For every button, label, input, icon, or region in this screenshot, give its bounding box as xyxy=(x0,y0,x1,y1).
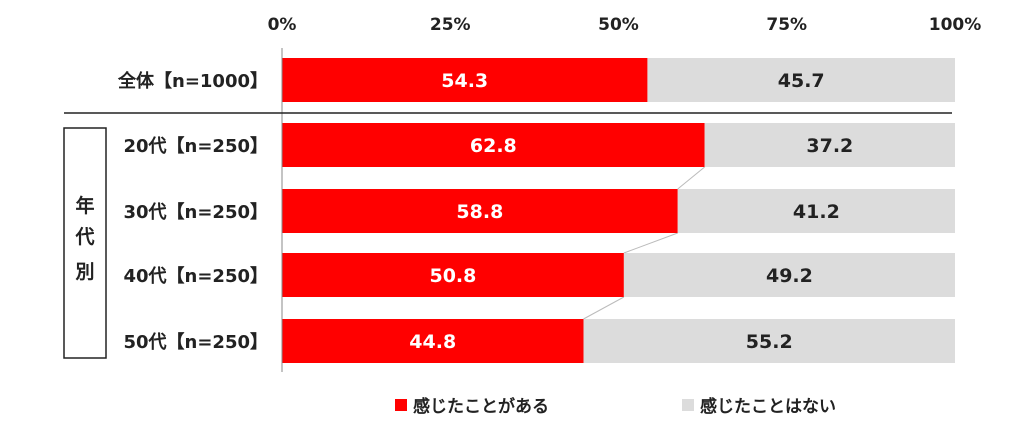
x-axis-ticks: 0% 25% 50% 75% 100% xyxy=(268,15,982,35)
bar-connector-lines xyxy=(583,166,705,320)
category-label: 20代【n=250】 xyxy=(123,136,268,157)
data-label-yes: 54.3 xyxy=(441,70,488,92)
x-tick-label: 75% xyxy=(766,15,807,35)
group-bracket-box xyxy=(63,127,107,359)
stacked-bar-chart: 0% 25% 50% 75% 100% 54.3 45.7 62.8 37.2 58.8 41.2… xyxy=(63,15,982,372)
category-label: 全体【n=1000】 xyxy=(117,70,268,92)
row-labels: 全体【n=1000】 20代【n=250】 30代【n=250】 40代【n=250】… xyxy=(117,70,268,353)
legend-swatch-no xyxy=(682,398,694,411)
bars: 54.3 45.7 62.8 37.2 58.8 41.2 50.8 49.2 44.8 55.2 xyxy=(282,58,955,363)
group-label-char: 別 xyxy=(75,261,94,283)
data-label-yes: 50.8 xyxy=(429,265,476,287)
x-tick-label: 50% xyxy=(598,15,639,35)
bar-segment-no xyxy=(583,319,955,363)
legend-item-yes: 感じたことがある xyxy=(395,392,549,417)
data-label-no: 37.2 xyxy=(806,135,853,157)
group-label-char: 年 xyxy=(75,194,94,217)
data-label-yes: 58.8 xyxy=(456,201,503,223)
category-label: 40代【n=250】 xyxy=(123,266,268,287)
bar-segment-yes xyxy=(282,58,648,102)
x-tick-label: 0% xyxy=(268,15,297,35)
data-label-no: 41.2 xyxy=(793,201,840,223)
category-label: 30代【n=250】 xyxy=(123,202,268,223)
bar-segment-yes xyxy=(282,253,624,297)
age-group-bracket: 年代別 xyxy=(63,127,107,359)
data-label-no: 45.7 xyxy=(778,70,825,92)
bar-segment-yes xyxy=(282,189,678,233)
connector-line xyxy=(623,232,678,254)
legend-swatch-yes xyxy=(395,398,407,411)
bar-segment-no xyxy=(704,123,955,167)
group-label-char: 代 xyxy=(74,226,94,248)
legend-item-no: 感じたことはない xyxy=(682,392,836,417)
data-label-yes: 44.8 xyxy=(409,331,456,353)
connector-line xyxy=(583,296,625,320)
bar-segment-no xyxy=(677,189,955,233)
legend-label-yes: 感じたことがある xyxy=(413,397,549,417)
legend-label-no: 感じたことはない xyxy=(700,397,836,417)
bar-segment-no xyxy=(623,253,955,297)
data-label-no: 55.2 xyxy=(746,331,793,353)
x-tick-label: 25% xyxy=(430,15,471,35)
bar-segment-yes xyxy=(282,319,584,363)
connector-line xyxy=(677,166,705,190)
legend: 感じたことがある 感じたことはない xyxy=(0,392,1019,422)
bar-segment-yes xyxy=(282,123,705,167)
data-label-no: 49.2 xyxy=(766,265,813,287)
category-label: 50代【n=250】 xyxy=(123,332,268,353)
bar-segment-no xyxy=(647,58,955,102)
x-tick-label: 100% xyxy=(929,15,982,35)
data-label-yes: 62.8 xyxy=(470,135,517,157)
